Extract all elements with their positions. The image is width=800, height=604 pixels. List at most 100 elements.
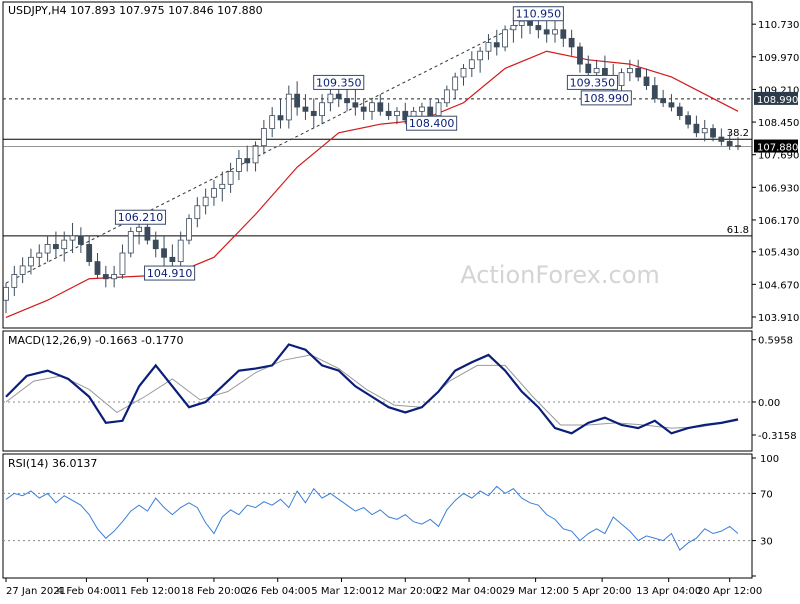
candle-body — [585, 63, 592, 74]
price-annotation-label: 109.350 — [316, 76, 362, 89]
candle-body — [485, 42, 492, 52]
candle-body — [543, 29, 550, 35]
price-annotation-label: 110.950 — [516, 8, 562, 21]
time-tick-label: 4 Feb 04:00 — [57, 586, 116, 597]
time-tick-label: 22 Mar 04:00 — [436, 586, 503, 597]
macd-panel-header: MACD(12,26,9) -0.1663 -0.1770 — [8, 334, 183, 347]
price-annotation-label: 109.350 — [570, 76, 616, 89]
time-tick-label: 20 Apr 12:00 — [697, 586, 762, 597]
rsi-line — [5, 485, 739, 551]
candle-body — [651, 85, 658, 99]
current-price-box — [754, 139, 798, 153]
time-tick-label: 5 Mar 12:00 — [311, 586, 371, 597]
price-annotation-box — [144, 265, 196, 281]
candle-body — [419, 106, 425, 112]
candle-body — [202, 196, 209, 207]
candle-body — [219, 183, 226, 190]
candle-body — [660, 98, 667, 104]
candle-body — [28, 256, 34, 267]
candle-body — [144, 226, 151, 241]
candle-body — [327, 93, 334, 104]
price-annotation-label: 106.210 — [118, 211, 164, 224]
candle-body — [460, 68, 467, 78]
candle-body — [510, 25, 517, 31]
time-tick-label: 26 Feb 04:00 — [245, 586, 311, 597]
price-annotation-box — [566, 74, 618, 90]
candle-body — [577, 46, 583, 65]
candle-body — [518, 20, 525, 26]
candle-body — [335, 93, 342, 99]
candle-body — [252, 145, 259, 164]
price-annotation-label: 108.990 — [584, 92, 630, 105]
time-tick-label: 12 Mar 20:00 — [372, 586, 439, 597]
candle-body — [94, 261, 101, 275]
candle-body — [260, 128, 267, 147]
candle-body — [3, 286, 9, 301]
candle-body — [77, 235, 84, 245]
price-tick-label: 103.910 — [758, 313, 799, 324]
candle-body — [635, 68, 642, 78]
macd-panel: 0.5958 0.00 -0.3158 — [3, 336, 797, 442]
candle-body — [277, 115, 284, 121]
candle-body — [710, 128, 716, 138]
price-annotation-box — [313, 74, 365, 90]
watermark: ActionForex.com — [460, 261, 660, 289]
macd-panel-frame — [2, 330, 753, 452]
price-tick-label: 104.670 — [758, 280, 799, 291]
resistance-price-label: 108.990 — [757, 95, 798, 106]
candle-body — [726, 140, 733, 147]
candle-body — [560, 29, 567, 39]
candle-body — [360, 106, 367, 112]
candle-body — [643, 76, 650, 86]
price-annotation-box — [580, 90, 632, 106]
candle-body — [19, 265, 26, 275]
price-tick-label: 107.690 — [758, 151, 799, 162]
candle-body — [310, 110, 317, 117]
resistance-price-box — [754, 91, 798, 105]
candle-body — [211, 188, 217, 198]
candle-body — [527, 20, 533, 26]
candle-body — [626, 68, 633, 74]
candle-body — [593, 68, 600, 74]
macd-tick-label: 0.5958 — [758, 336, 793, 347]
candle-body — [11, 274, 18, 288]
candle-body — [269, 115, 276, 129]
candle-body — [244, 158, 251, 164]
macd-tick-label: -0.3158 — [758, 431, 797, 442]
price-tick-label: 109.970 — [758, 53, 799, 64]
price-tick-label: 110.730 — [758, 20, 799, 31]
candle-body — [53, 244, 59, 250]
rsi-tick-label: 100 — [760, 454, 779, 465]
candle-body — [427, 106, 434, 117]
candle-body — [177, 239, 184, 262]
rsi-panel: 100 70 30 — [3, 454, 779, 577]
candle-body — [468, 59, 475, 69]
candle-body — [618, 72, 625, 86]
candle-body — [36, 252, 43, 258]
candle-body — [127, 231, 134, 254]
price-annotation-box — [512, 6, 564, 22]
candle-body — [685, 115, 691, 125]
price-annotation-box — [114, 209, 167, 225]
candle-body — [718, 136, 725, 142]
time-tick-label: 18 Feb 20:00 — [181, 586, 247, 597]
candle-body — [385, 110, 392, 117]
candle-body — [86, 244, 93, 263]
candle-body — [161, 248, 167, 258]
candle-body — [44, 244, 51, 254]
candle-body — [502, 29, 508, 48]
price-tick-label: 105.430 — [758, 248, 799, 259]
time-tick-label: 11 Feb 12:00 — [115, 586, 181, 597]
candle-body — [443, 89, 450, 104]
price-annotation-box — [406, 115, 458, 131]
fib-level-label: 38.2 — [727, 128, 749, 139]
candle-body — [111, 274, 118, 280]
time-tick-label: 29 Mar 12:00 — [502, 586, 569, 597]
candle-body — [227, 171, 234, 185]
price-annotation-label: 104.910 — [147, 267, 193, 280]
candle-body — [693, 123, 700, 134]
price-tick-label: 106.170 — [758, 216, 799, 227]
